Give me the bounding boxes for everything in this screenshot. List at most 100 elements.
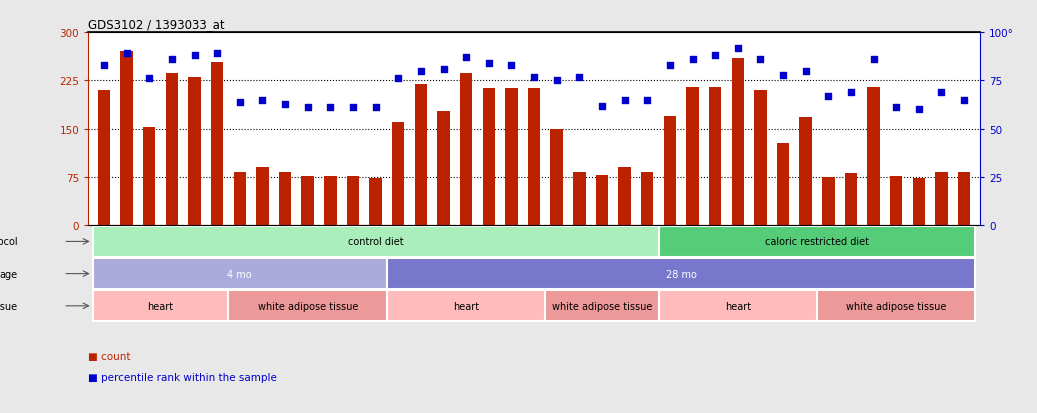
- Point: [797, 68, 814, 75]
- Bar: [92, 259, 387, 290]
- Point: [707, 53, 724, 59]
- Bar: [256, 168, 269, 226]
- Text: GDS3102 / 1393033_at: GDS3102 / 1393033_at: [88, 17, 225, 31]
- Point: [956, 97, 973, 104]
- Point: [208, 51, 225, 57]
- Point: [820, 93, 837, 100]
- Point: [616, 97, 633, 104]
- Text: white adipose tissue: white adipose tissue: [846, 301, 947, 311]
- Point: [323, 105, 339, 112]
- Point: [571, 74, 588, 81]
- Bar: [935, 173, 948, 226]
- Point: [164, 57, 180, 63]
- Bar: [346, 177, 359, 226]
- Bar: [302, 177, 314, 226]
- Point: [933, 90, 950, 96]
- Text: caloric restricted diet: caloric restricted diet: [765, 237, 869, 247]
- Bar: [754, 91, 766, 226]
- Bar: [545, 291, 658, 321]
- Point: [390, 76, 407, 83]
- Point: [300, 105, 316, 112]
- Bar: [573, 173, 586, 226]
- Point: [775, 72, 791, 79]
- Point: [367, 105, 384, 112]
- Bar: [211, 63, 223, 226]
- Point: [662, 62, 678, 69]
- Bar: [92, 291, 228, 321]
- Bar: [913, 178, 925, 226]
- Bar: [505, 89, 517, 226]
- Bar: [438, 112, 450, 226]
- Bar: [233, 173, 246, 226]
- Bar: [658, 226, 976, 257]
- Text: ■ percentile rank within the sample: ■ percentile rank within the sample: [88, 372, 277, 382]
- Bar: [664, 116, 676, 226]
- Text: heart: heart: [725, 301, 751, 311]
- Point: [729, 45, 746, 52]
- Bar: [387, 291, 545, 321]
- Bar: [958, 173, 971, 226]
- Bar: [143, 128, 156, 226]
- Bar: [392, 123, 404, 226]
- Point: [413, 68, 429, 75]
- Point: [480, 61, 497, 67]
- Bar: [890, 177, 902, 226]
- Point: [503, 62, 520, 69]
- Bar: [369, 178, 382, 226]
- Point: [549, 78, 565, 85]
- Text: heart: heart: [453, 301, 479, 311]
- Point: [526, 74, 542, 81]
- Text: tissue: tissue: [0, 301, 18, 311]
- Bar: [709, 88, 722, 226]
- Bar: [325, 176, 337, 226]
- Bar: [595, 176, 608, 226]
- Text: white adipose tissue: white adipose tissue: [552, 301, 652, 311]
- Bar: [822, 178, 835, 226]
- Bar: [415, 84, 427, 226]
- Bar: [551, 129, 563, 226]
- Bar: [166, 74, 178, 226]
- Bar: [228, 291, 387, 321]
- Bar: [777, 144, 789, 226]
- Point: [458, 55, 475, 62]
- Bar: [800, 118, 812, 226]
- Bar: [387, 259, 976, 290]
- Point: [95, 62, 112, 69]
- Bar: [641, 173, 653, 226]
- Point: [684, 57, 701, 63]
- Bar: [845, 173, 858, 226]
- Bar: [731, 59, 744, 226]
- Bar: [120, 52, 133, 226]
- Point: [254, 97, 271, 104]
- Point: [187, 53, 203, 59]
- Text: white adipose tissue: white adipose tissue: [257, 301, 358, 311]
- Bar: [658, 291, 817, 321]
- Point: [118, 51, 135, 57]
- Bar: [482, 89, 495, 226]
- Point: [231, 99, 248, 106]
- Text: 28 mo: 28 mo: [666, 269, 697, 279]
- Bar: [279, 173, 291, 226]
- Bar: [189, 78, 201, 226]
- Text: control diet: control diet: [347, 237, 403, 247]
- Point: [593, 103, 610, 109]
- Bar: [460, 74, 473, 226]
- Bar: [817, 291, 976, 321]
- Bar: [686, 88, 699, 226]
- Point: [277, 101, 293, 108]
- Point: [141, 76, 158, 83]
- Point: [888, 105, 904, 112]
- Bar: [867, 88, 879, 226]
- Bar: [92, 226, 658, 257]
- Bar: [528, 89, 540, 226]
- Point: [639, 97, 655, 104]
- Text: heart: heart: [147, 301, 173, 311]
- Text: 4 mo: 4 mo: [227, 269, 252, 279]
- Point: [436, 66, 452, 73]
- Point: [843, 90, 860, 96]
- Point: [344, 105, 361, 112]
- Point: [865, 57, 881, 63]
- Bar: [618, 168, 630, 226]
- Point: [752, 57, 768, 63]
- Text: growth protocol: growth protocol: [0, 237, 18, 247]
